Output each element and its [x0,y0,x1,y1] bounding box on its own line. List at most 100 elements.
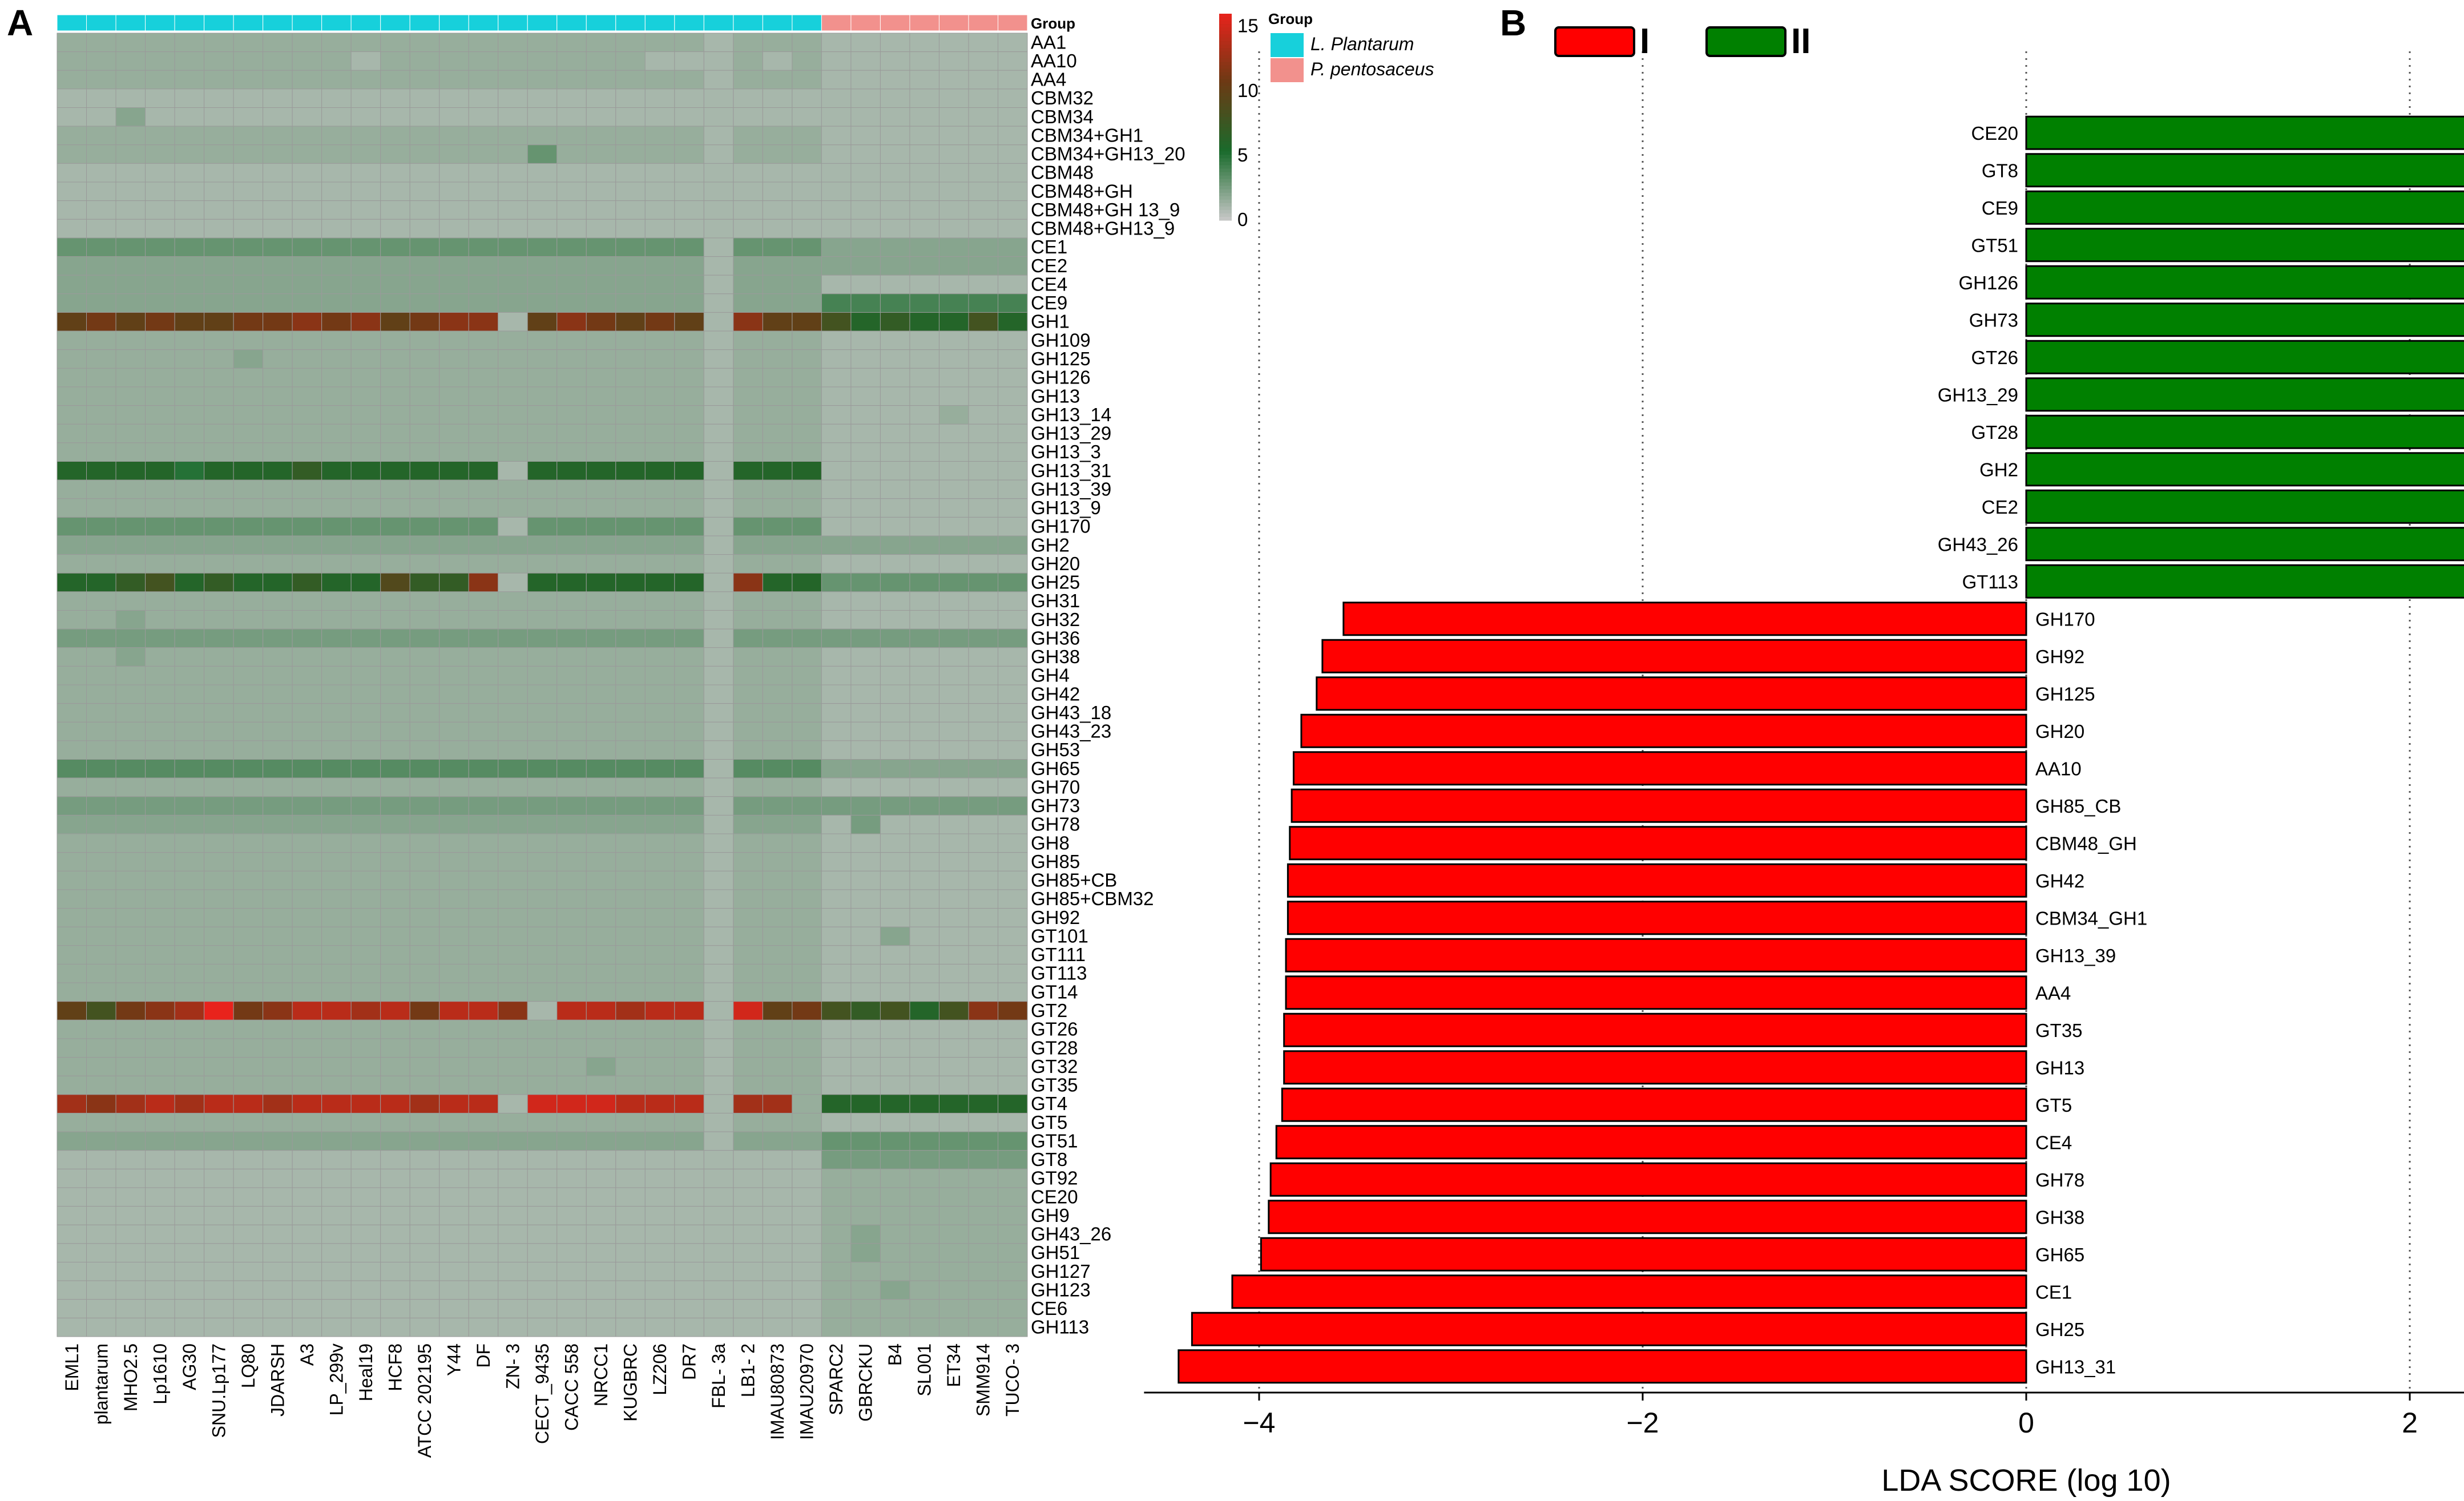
colorbar-segment [1219,144,1232,148]
heatmap-cell [675,1095,704,1113]
heatmap-cell [733,443,763,462]
heatmap-cell [586,555,616,574]
heatmap-column-label: IMAU80873 [767,1343,788,1440]
heatmap-row-label: GH4 [1031,665,1070,686]
heatmap-cell [763,257,792,276]
heatmap-cell [381,778,410,797]
heatmap-cell [939,909,969,927]
heatmap-cell [616,741,646,760]
heatmap-cell [733,592,763,611]
heatmap-cell [57,89,87,108]
heatmap-cell [616,983,646,1002]
heatmap-cell [410,424,439,443]
heatmap-cell [57,778,87,797]
heatmap-cell [880,499,910,518]
heatmap-cell [469,722,498,741]
heatmap-cell [763,182,792,201]
heatmap-cell [616,443,646,462]
heatmap-cell [351,312,381,331]
heatmap-cell [645,1113,675,1132]
heatmap-cell [557,1188,587,1207]
heatmap-cell [586,406,616,425]
heatmap-cell [263,257,293,276]
heatmap-cell [733,1132,763,1151]
heatmap-cell [410,536,439,555]
heatmap-cell [322,1207,352,1225]
heatmap-cell [792,927,822,946]
colorbar-segment [1219,76,1232,80]
heatmap-cell [616,722,646,741]
heatmap-cell [910,573,939,592]
heatmap-cell [969,33,998,52]
colorbar-segment [1219,183,1232,187]
heatmap-cell [792,201,822,220]
heatmap-cell [645,760,675,778]
heatmap-cell [322,1244,352,1262]
heatmap-cell [381,1300,410,1318]
heatmap-cell [998,406,1027,425]
heatmap-cell [410,1132,439,1151]
heatmap-cell [733,722,763,741]
heatmap-cell [57,666,87,685]
heatmap-cell [233,126,263,145]
heatmap-cell [969,1225,998,1244]
heatmap-cell [410,1113,439,1132]
heatmap-cell [381,555,410,574]
colorbar-tick-label: 5 [1237,144,1248,166]
heatmap-cell [439,1281,469,1300]
lda-bar [1322,640,2026,672]
heatmap-cell [410,1262,439,1281]
heatmap-column-label: ET34 [943,1343,964,1387]
heatmap-cell [645,294,675,313]
lda-bar-label: GT51 [1971,235,2018,256]
heatmap-cell [87,331,116,350]
heatmap-cell [880,1058,910,1076]
heatmap-cell [57,312,87,331]
heatmap-cell [821,331,851,350]
heatmap-cell [87,89,116,108]
heatmap-cell [204,1281,234,1300]
heatmap-cell [763,312,792,331]
heatmap-cell [322,741,352,760]
heatmap-cell [704,1095,733,1113]
heatmap-cell [851,145,881,164]
heatmap-cell [146,443,175,462]
heatmap-cell [351,1113,381,1132]
heatmap-cell [175,70,204,89]
heatmap-cell [469,182,498,201]
heatmap-cell [880,163,910,182]
heatmap-cell [998,33,1027,52]
heatmap-cell [763,946,792,965]
heatmap-cell [880,70,910,89]
heatmap-cell [763,443,792,462]
heatmap-row-label: GH13_29 [1031,423,1111,444]
heatmap-cell [322,909,352,927]
heatmap-cell [527,797,557,816]
heatmap-cell [939,238,969,257]
heatmap-cell [263,70,293,89]
heatmap-cell [704,685,733,704]
heatmap-cell [146,89,175,108]
heatmap-cell [910,871,939,890]
heatmap-cell [527,1188,557,1207]
heatmap-row-label: GH78 [1031,814,1080,835]
heatmap-cell [263,312,293,331]
heatmap-cell [763,648,792,667]
heatmap-cell [351,499,381,518]
heatmap-cell [292,219,322,238]
heatmap-cell [87,201,116,220]
heatmap-cell [175,1188,204,1207]
heatmap-cell [322,163,352,182]
heatmap-cell [410,1244,439,1262]
colorbar-segment [1219,27,1232,31]
heatmap-cell [763,704,792,723]
heatmap-cell [498,1151,528,1169]
heatmap-cell [292,1300,322,1318]
heatmap-cell [557,1039,587,1058]
heatmap-cell [969,368,998,387]
heatmap-cell [498,70,528,89]
heatmap-cell [733,387,763,406]
heatmap-cell [733,331,763,350]
heatmap-cell [498,443,528,462]
heatmap-cell [998,722,1027,741]
